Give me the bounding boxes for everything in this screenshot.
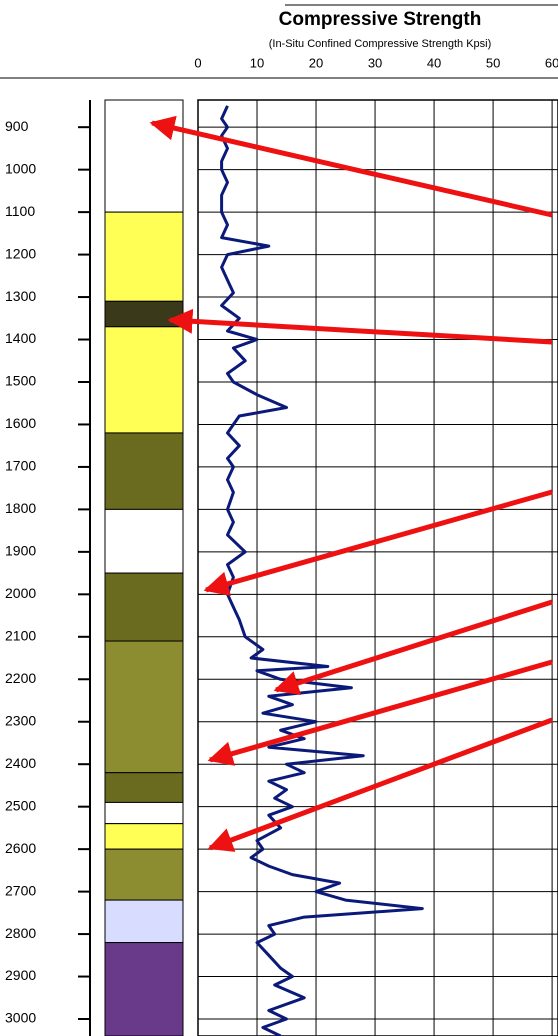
lithology-band	[104, 211, 184, 302]
lithology-band	[104, 572, 184, 642]
y-tick-label: 1500	[5, 373, 36, 389]
x-tick-label: 40	[427, 55, 441, 70]
arrow	[167, 308, 553, 345]
annotation-arrows	[149, 115, 553, 852]
y-tick-label: 2400	[5, 755, 36, 771]
lithology-band	[104, 300, 184, 328]
x-tick-label: 60	[545, 55, 558, 70]
lithology-band	[104, 942, 184, 1036]
lithology-band	[104, 848, 184, 901]
plot-frame	[197, 99, 558, 1036]
arrow	[273, 599, 553, 696]
y-tick-label: 1900	[5, 543, 36, 559]
lithology-band	[104, 823, 184, 850]
y-tick-label: 2300	[5, 712, 36, 728]
x-tick-label: 20	[309, 55, 323, 70]
y-tick-label: 1400	[5, 330, 36, 346]
lithology-band	[104, 99, 184, 213]
y-tick-label: 1200	[5, 245, 36, 261]
y-tick-label: 1600	[5, 415, 36, 431]
chart-title: Compressive Strength	[279, 9, 482, 30]
y-tick-label: 2100	[5, 628, 36, 644]
x-tick-label: 30	[368, 55, 382, 70]
y-tick-label: 2600	[5, 840, 36, 856]
arrow	[207, 717, 553, 852]
y-tick-label: 1700	[5, 458, 36, 474]
y-tick-label: 3000	[5, 1010, 36, 1026]
arrow	[149, 115, 553, 218]
y-tick-label: 2200	[5, 670, 36, 686]
x-tick-label: 0	[194, 55, 201, 70]
lithology-band	[104, 772, 184, 803]
lithology-band	[104, 801, 184, 825]
lithology-band	[104, 432, 184, 510]
arrow	[203, 489, 553, 596]
lithology-band	[104, 326, 184, 434]
strength-curve	[220, 105, 424, 1036]
y-tick-label: 2500	[5, 797, 36, 813]
y-tick-label: 1800	[5, 500, 36, 516]
arrow	[207, 659, 553, 766]
y-tick-label: 1300	[5, 288, 36, 304]
y-tick-label: 2900	[5, 967, 36, 983]
x-tick-label: 10	[250, 55, 264, 70]
y-tick-label: 900	[5, 118, 29, 134]
y-tick-label: 2700	[5, 882, 36, 898]
lithology-band	[104, 508, 184, 574]
y-tick-label: 1100	[5, 203, 35, 219]
lithology-band	[104, 899, 184, 944]
y-tick-label: 1000	[5, 160, 36, 176]
y-tick-label: 2800	[5, 925, 36, 941]
chart-subtitle: (In-Situ Confined Compressive Strength K…	[269, 38, 492, 50]
x-tick-label: 50	[486, 55, 500, 70]
lithology-band	[104, 640, 184, 774]
y-tick-label: 2000	[5, 585, 36, 601]
